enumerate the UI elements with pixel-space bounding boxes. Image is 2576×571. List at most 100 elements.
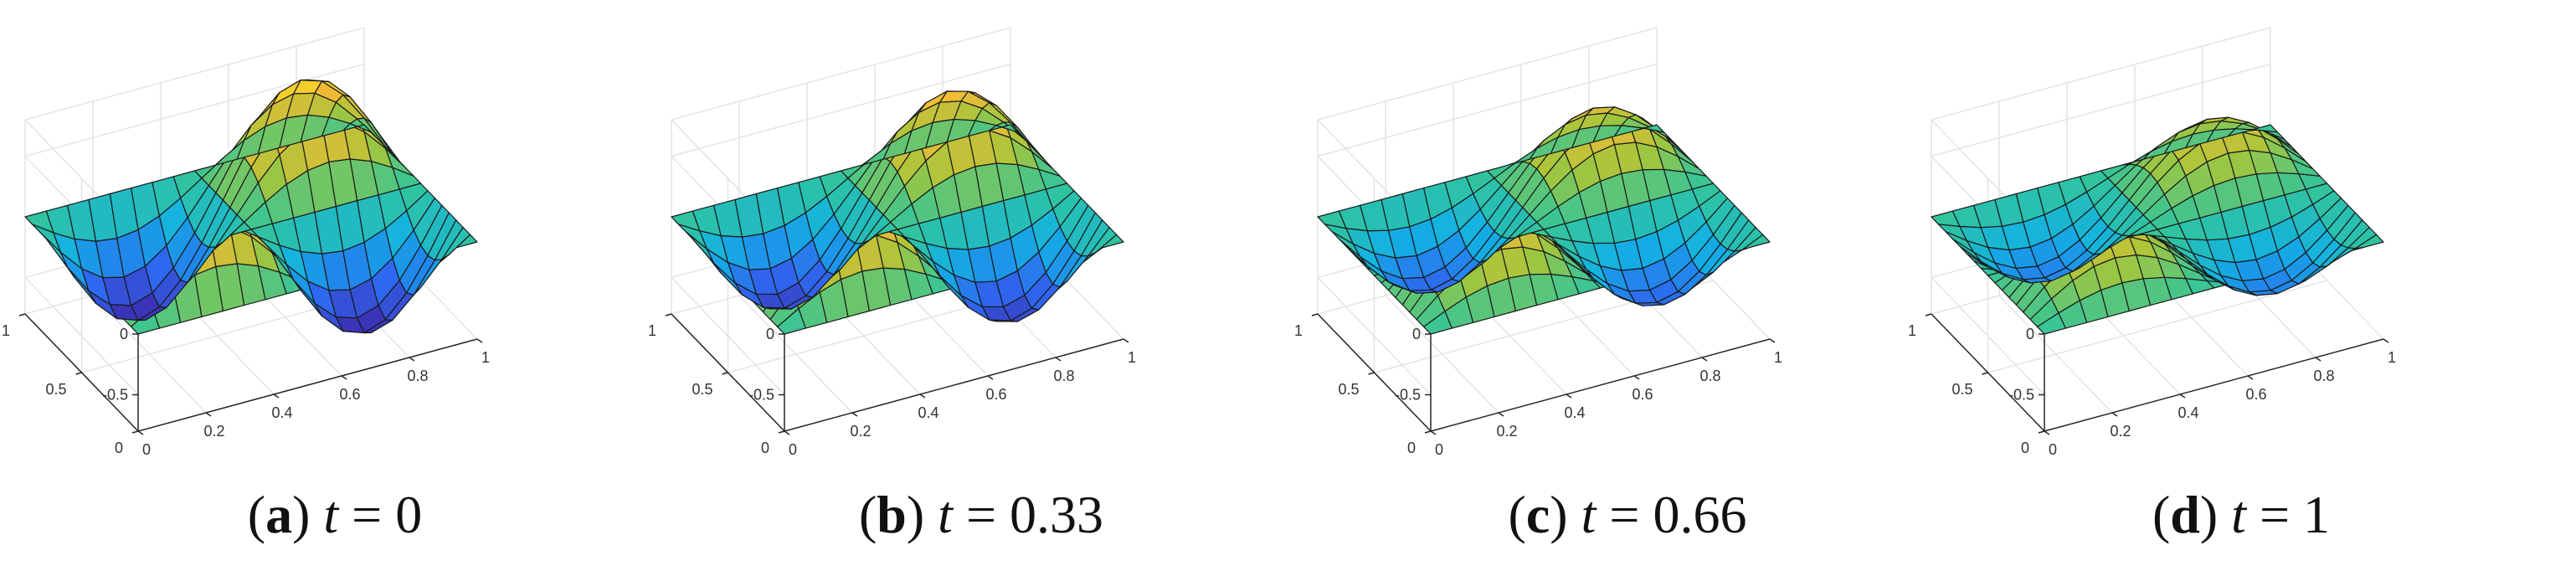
x-tick [987,375,994,380]
x-tick [1430,430,1437,435]
y-tick [131,430,139,434]
surface [24,79,478,335]
y-tick-label: 0 [2021,440,2029,456]
x-tick-label: 1 [1774,349,1782,366]
gridline [1931,276,2045,396]
x-tick-label: 0.4 [271,404,292,421]
y-tick [1424,430,1432,434]
gridline [671,276,785,396]
x-tick-label: 0 [2049,441,2057,458]
y-tick [18,313,26,316]
y-tick-label: 0 [1407,440,1416,456]
y-tick [778,430,785,434]
x-tick [2044,430,2050,435]
caption-label: b [877,485,907,544]
y-tick-label: 0.5 [1338,381,1359,398]
y-tick-label: 1 [1294,322,1303,339]
caption-a: (a) t = 0 [247,485,423,544]
x-tick [1055,357,1062,362]
x-tick [784,430,790,435]
x-tick [205,412,212,417]
gridline [1931,27,2271,121]
y-tick [1311,313,1319,316]
y-tick [1982,372,1988,375]
y-tick [665,313,672,316]
x-tick-label: 0.8 [1699,368,1720,384]
gridline [24,276,139,396]
y-tick [75,372,82,375]
y-tick-label: 0.5 [692,381,712,398]
caption-value: 1 [2303,485,2331,544]
caption-label: a [265,485,293,544]
x-tick [409,357,415,362]
caption-value: 0.33 [1010,485,1104,544]
x-tick [851,412,858,417]
z-tick-label: -0.5 [2008,387,2034,404]
x-axis-line [784,338,1124,432]
gridline [1317,63,1658,157]
x-tick [341,375,347,380]
x-tick-label: 0 [142,441,151,458]
caption-c: (c) t = 0.66 [1508,485,1747,544]
y-tick-label: 0.5 [1951,381,1972,398]
gridline [671,27,1011,121]
gridline [1317,276,1432,396]
caption-variable: t [938,485,953,544]
x-tick-label: 1 [2388,349,2396,366]
y-tick-label: 0 [761,440,769,456]
z-tick-label: 0 [1412,326,1421,342]
gridline [671,63,1011,157]
y-tick [1925,313,1932,316]
x-tick-label: 0.8 [2313,368,2334,384]
surface [1317,106,1771,335]
y-tick-label: 1 [2,322,10,339]
caption-equals: = [2245,485,2304,544]
caption-label: d [2170,485,2200,544]
x-tick-label: 0.2 [1496,423,1517,440]
surface [671,90,1124,335]
caption-variable: t [323,485,339,544]
caption-equals: = [1596,485,1653,544]
caption-variable: t [1581,485,1597,544]
caption-label: c [1525,485,1550,544]
x-tick [2315,357,2321,362]
z-tick-label: 0 [766,326,774,342]
caption-variable: t [2231,485,2246,544]
x-tick-label: 0.6 [1632,386,1653,403]
x-tick [2179,394,2186,399]
surface-patch [1317,210,1347,229]
surface [1931,116,2384,335]
x-tick [1769,338,1776,343]
x-tick-label: 0 [1435,441,1443,458]
z-tick-label: -0.5 [102,387,128,404]
y-tick-label: 1 [1908,322,1916,339]
x-tick-label: 0.6 [2245,386,2266,403]
x-tick-label: 0.4 [1564,404,1585,421]
x-tick-label: 0.2 [203,423,224,440]
surface-patch [671,210,701,232]
gridline [1931,63,2271,157]
x-tick [2383,338,2389,343]
caption-value: 0.66 [1653,485,1747,544]
caption-b: (b) t = 0.33 [858,485,1104,544]
z-tick-label: 0 [120,326,128,342]
x-tick [273,394,280,399]
x-tick [1566,394,1572,399]
x-tick-label: 0.8 [407,368,428,384]
x-tick [1701,357,1708,362]
x-tick [476,338,483,343]
caption-equals: = [952,485,1010,544]
x-tick [919,394,926,399]
x-tick-label: 0.6 [339,386,360,403]
x-tick-label: 0.8 [1053,368,1074,384]
caption-equals: = [338,485,396,544]
x-tick [137,430,144,435]
